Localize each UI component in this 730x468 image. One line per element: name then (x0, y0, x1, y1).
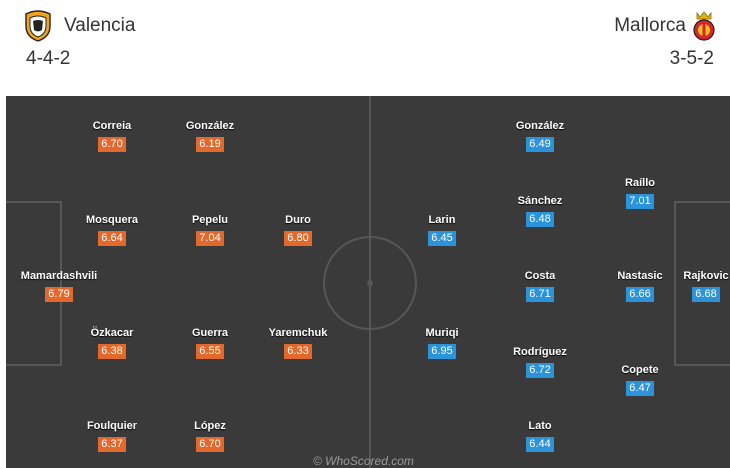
pitch: Correia 6.70 González 6.19 Mosquera 6.64… (6, 96, 730, 468)
player-name: Muriqi (425, 327, 459, 339)
player-rating: 6.33 (284, 344, 312, 359)
home-player-yaremchuk[interactable]: Yaremchuk 6.33 (253, 326, 343, 359)
player-name: Yaremchuk (268, 327, 328, 339)
home-player-mamardashvili[interactable]: Mamardashvili 6.79 (14, 269, 104, 302)
player-name: Mosquera (86, 214, 138, 226)
away-player-nastasic[interactable]: Nastasic 6.66 (595, 269, 685, 302)
home-player-ozkacar[interactable]: Özkacar 6.38 (67, 326, 157, 359)
mallorca-crest-icon (693, 11, 715, 41)
player-rating: 6.70 (98, 137, 126, 152)
away-player-gonzalez[interactable]: González 6.49 (495, 119, 585, 152)
home-formation: 4-4-2 (26, 48, 71, 69)
valencia-crest-icon (25, 10, 51, 42)
away-player-copete[interactable]: Copete 6.47 (595, 363, 685, 396)
away-player-sanchez[interactable]: Sánchez 6.48 (495, 194, 585, 227)
player-rating: 6.95 (428, 344, 456, 359)
player-rating: 6.72 (526, 363, 554, 378)
player-name: Özkacar (90, 327, 134, 339)
player-rating: 6.47 (626, 381, 654, 396)
away-player-rajkovic[interactable]: Rajkovic 6.68 (661, 269, 730, 302)
player-name: López (194, 420, 226, 432)
away-team-name: Mallorca (614, 15, 686, 36)
player-name: Sánchez (517, 195, 563, 207)
player-rating: 6.70 (196, 437, 224, 452)
player-rating: 6.48 (526, 212, 554, 227)
player-rating: 6.80 (284, 231, 312, 246)
home-player-guerra[interactable]: Guerra 6.55 (165, 326, 255, 359)
home-player-pepelu[interactable]: Pepelu 7.04 (165, 213, 255, 246)
home-player-mosquera[interactable]: Mosquera 6.64 (67, 213, 157, 246)
home-team-name: Valencia (64, 15, 136, 36)
player-name: Correia (92, 120, 132, 132)
player-rating: 6.38 (98, 344, 126, 359)
player-name: González (185, 120, 235, 132)
away-player-raillo[interactable]: Raíllo 7.01 (595, 176, 685, 209)
player-rating: 7.04 (196, 231, 224, 246)
whoscored-watermark: © WhoScored.com (313, 454, 414, 468)
player-name: Costa (524, 270, 556, 282)
player-rating: 6.79 (45, 287, 73, 302)
player-name: González (515, 120, 565, 132)
player-name: Rajkovic (683, 270, 729, 282)
home-player-lopez[interactable]: López 6.70 (165, 419, 255, 452)
away-player-muriqi[interactable]: Muriqi 6.95 (397, 326, 487, 359)
player-name: Raíllo (625, 177, 655, 189)
away-player-lato[interactable]: Lato 6.44 (495, 419, 585, 452)
player-name: Foulquier (86, 420, 138, 432)
player-rating: 6.71 (526, 287, 554, 302)
player-name: Rodríguez (513, 346, 567, 358)
player-rating: 6.55 (196, 344, 224, 359)
player-rating: 6.45 (428, 231, 456, 246)
player-name: Nastasic (617, 270, 663, 282)
player-name: Pepelu (191, 214, 229, 226)
home-player-gonzalez[interactable]: González 6.19 (165, 119, 255, 152)
player-rating: 6.66 (626, 287, 654, 302)
away-player-larin[interactable]: Larin 6.45 (397, 213, 487, 246)
player-rating: 6.44 (526, 437, 554, 452)
player-rating: 7.01 (626, 194, 654, 209)
home-player-foulquier[interactable]: Foulquier 6.37 (67, 419, 157, 452)
player-name: Mamardashvili (20, 270, 98, 282)
player-name: Duro (285, 214, 311, 226)
player-rating: 6.19 (196, 137, 224, 152)
home-player-correia[interactable]: Correia 6.70 (67, 119, 157, 152)
pitch-markings (6, 96, 730, 468)
away-player-costa[interactable]: Costa 6.71 (495, 269, 585, 302)
player-name: Guerra (191, 327, 229, 339)
player-name: Larin (428, 214, 456, 226)
away-formation: 3-5-2 (669, 48, 714, 69)
match-header: Valencia 4-4-2 Mallorca 3-5-2 (0, 0, 730, 96)
home-player-duro[interactable]: Duro 6.80 (253, 213, 343, 246)
player-rating: 6.37 (98, 437, 126, 452)
player-rating: 6.68 (692, 287, 720, 302)
away-player-rodriguez[interactable]: Rodríguez 6.72 (495, 345, 585, 378)
player-name: Lato (528, 420, 552, 432)
player-rating: 6.49 (526, 137, 554, 152)
player-name: Copete (621, 364, 659, 376)
player-rating: 6.64 (98, 231, 126, 246)
